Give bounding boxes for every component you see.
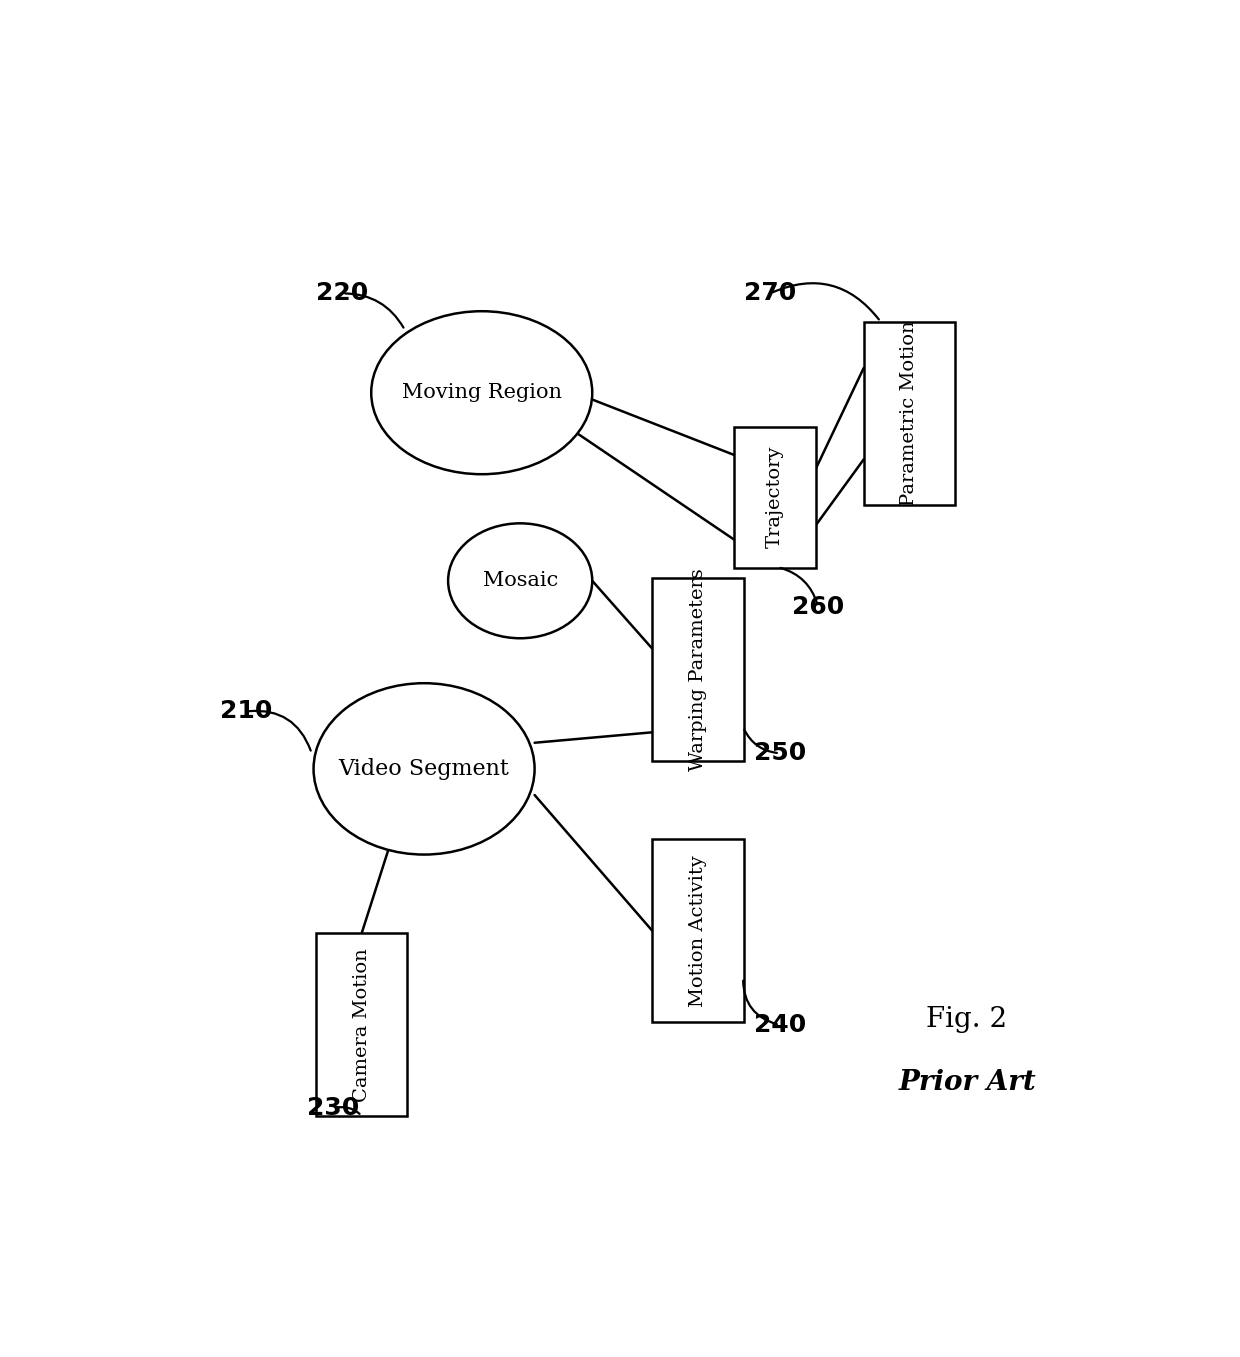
Text: 240: 240 [754, 1012, 806, 1037]
Ellipse shape [371, 311, 593, 474]
Text: 210: 210 [221, 699, 273, 723]
Bar [864, 322, 955, 505]
Text: Trajectory: Trajectory [766, 446, 784, 548]
Text: 230: 230 [306, 1096, 358, 1121]
Bar [316, 934, 407, 1117]
Bar [652, 840, 744, 1022]
Text: 220: 220 [316, 281, 368, 305]
Text: 270: 270 [744, 281, 796, 305]
Text: Video Segment: Video Segment [339, 757, 510, 780]
Bar [652, 578, 744, 761]
Text: 260: 260 [792, 594, 844, 619]
Text: Moving Region: Moving Region [402, 383, 562, 402]
Text: Motion Activity: Motion Activity [689, 855, 707, 1007]
Text: Mosaic: Mosaic [482, 571, 558, 590]
Bar [734, 426, 816, 567]
Text: Parametric Motion: Parametric Motion [900, 320, 919, 506]
Ellipse shape [314, 683, 534, 855]
Text: Warping Parameters: Warping Parameters [689, 569, 707, 771]
Ellipse shape [448, 524, 593, 638]
Text: Camera Motion: Camera Motion [352, 949, 371, 1102]
Text: Prior Art: Prior Art [898, 1069, 1035, 1096]
Text: Fig. 2: Fig. 2 [926, 1006, 1008, 1033]
Text: 250: 250 [754, 741, 806, 765]
